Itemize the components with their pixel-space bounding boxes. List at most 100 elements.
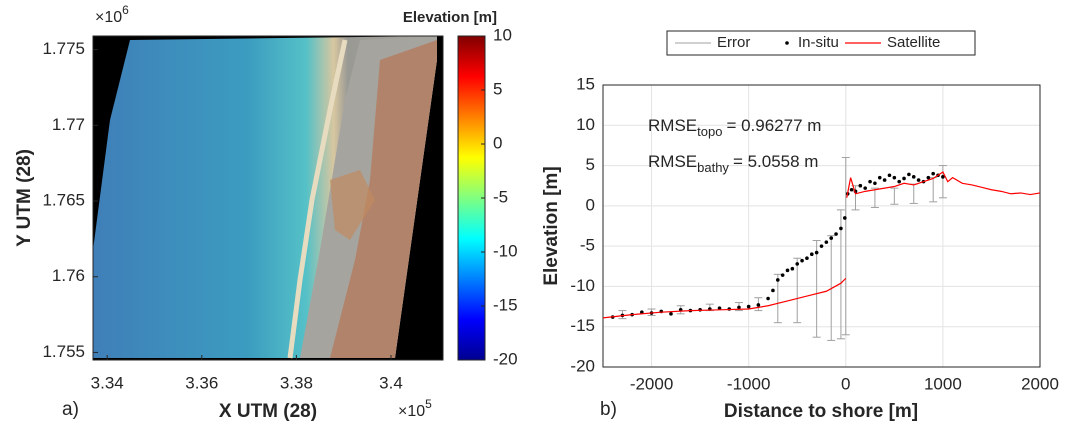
in-situ-point bbox=[829, 236, 834, 240]
x-tick-label: 0 bbox=[841, 374, 850, 393]
satellite-line bbox=[602, 277, 847, 319]
annotation-value: = 0.96277 m bbox=[726, 116, 821, 135]
legend-label: Satellite bbox=[887, 34, 940, 51]
map-dunes bbox=[330, 40, 437, 358]
y-tick-label: -10 bbox=[570, 276, 595, 295]
in-situ-point bbox=[737, 305, 741, 310]
in-situ-point bbox=[790, 266, 795, 271]
y-tick-label: 1.775 bbox=[42, 39, 85, 58]
y-tick-label: 5 bbox=[586, 155, 595, 174]
error-bar bbox=[929, 177, 938, 203]
annotation-text: RMSE bbox=[648, 152, 697, 171]
panel-label: a) bbox=[62, 399, 79, 420]
colorbar-tick-label: 10 bbox=[493, 25, 512, 44]
colorbar-tick-label: -15 bbox=[493, 295, 518, 314]
in-situ-point bbox=[877, 175, 882, 180]
in-situ-point bbox=[640, 310, 644, 315]
in-situ-point bbox=[756, 303, 761, 307]
x-axis-label: Distance to shore [m] bbox=[724, 401, 918, 422]
legend-label: In-situ bbox=[798, 34, 839, 51]
in-situ-point bbox=[771, 288, 775, 293]
x-tick-label: 3.4 bbox=[379, 373, 403, 392]
in-situ-point bbox=[868, 179, 872, 184]
error-bar bbox=[909, 183, 918, 204]
in-situ-point bbox=[780, 273, 785, 277]
in-situ-point bbox=[834, 232, 838, 236]
in-situ-point bbox=[887, 173, 892, 178]
y-tick-label: 15 bbox=[576, 74, 595, 93]
in-situ-point bbox=[911, 175, 916, 179]
y-axis-label: Elevation [m] bbox=[541, 166, 562, 285]
multiplier-base: ×10 bbox=[95, 9, 122, 26]
annotation-subscript: bathy bbox=[697, 160, 729, 175]
y-tick-label: 1.755 bbox=[42, 342, 85, 361]
error-bar bbox=[841, 157, 850, 336]
in-situ-point bbox=[926, 175, 931, 180]
plot-frame bbox=[602, 84, 1041, 368]
in-situ-point bbox=[776, 278, 780, 282]
in-situ-point bbox=[941, 175, 945, 179]
in-situ-point bbox=[809, 252, 814, 256]
satellite-line bbox=[846, 171, 1041, 198]
y-tick-label: -20 bbox=[570, 356, 595, 375]
annotation-subscript: topo bbox=[697, 124, 722, 139]
panel-label: b) bbox=[600, 399, 617, 420]
in-situ-point bbox=[902, 176, 906, 181]
in-situ-point bbox=[746, 304, 751, 309]
x-tick-label: 3.34 bbox=[91, 373, 124, 392]
error-bar bbox=[938, 165, 947, 199]
error-bar bbox=[890, 187, 899, 205]
x-tick-label: 2000 bbox=[1021, 374, 1059, 393]
x-tick-label: 3.36 bbox=[185, 373, 218, 392]
in-situ-point bbox=[916, 178, 921, 182]
x-tick-label: 3.38 bbox=[280, 373, 313, 392]
legend-label: Error bbox=[717, 34, 750, 51]
map-shoreline bbox=[287, 39, 348, 359]
x-axis-label: X UTM (28) bbox=[219, 401, 317, 422]
in-situ-point bbox=[819, 244, 824, 248]
in-situ-point bbox=[839, 226, 843, 231]
x-tick-label: -2000 bbox=[630, 374, 673, 393]
error-bar bbox=[773, 273, 782, 324]
colorbar-tick-label: -20 bbox=[493, 349, 518, 368]
in-situ-point bbox=[858, 183, 863, 188]
y-tick-label: 0 bbox=[586, 195, 595, 214]
colorbar-tick-label: -10 bbox=[493, 241, 518, 260]
colorbar-tick-label: 5 bbox=[493, 79, 502, 98]
in-situ-point bbox=[795, 262, 800, 266]
in-situ-point bbox=[805, 256, 809, 261]
y-tick-label: 1.765 bbox=[42, 191, 85, 210]
annotation-value: = 5.0558 m bbox=[733, 152, 819, 171]
in-situ-point bbox=[824, 240, 829, 244]
legend-symbol bbox=[785, 41, 789, 45]
y-tick-label: 1.77 bbox=[52, 115, 85, 134]
axis-multiplier: ×106 bbox=[95, 3, 129, 26]
in-situ-point bbox=[907, 172, 911, 177]
in-situ-point bbox=[873, 181, 877, 186]
in-situ-point bbox=[849, 187, 854, 192]
y-tick-label: 1.76 bbox=[52, 266, 85, 285]
in-situ-point bbox=[785, 268, 790, 273]
map-frame bbox=[92, 35, 444, 361]
in-situ-point bbox=[897, 179, 901, 184]
in-situ-point bbox=[882, 178, 887, 182]
rmse-annotation: RMSEbathy = 5.0558 m bbox=[648, 152, 818, 175]
in-situ-point bbox=[931, 171, 935, 176]
map-patch bbox=[330, 170, 375, 240]
axis-multiplier: ×105 bbox=[398, 397, 432, 420]
rmse-annotation: RMSEtopo = 0.96277 m bbox=[648, 116, 821, 139]
in-situ-point bbox=[766, 296, 770, 301]
multiplier-base: ×10 bbox=[398, 403, 425, 420]
in-situ-point bbox=[892, 175, 897, 180]
y-tick-label: 10 bbox=[576, 115, 595, 134]
y-tick-label: -15 bbox=[570, 316, 595, 335]
y-tick-label: -5 bbox=[580, 236, 595, 255]
multiplier-power: 5 bbox=[425, 397, 432, 411]
in-situ-point bbox=[843, 216, 847, 220]
in-situ-point bbox=[717, 306, 722, 310]
colorbar-tick-label: -5 bbox=[493, 187, 508, 206]
error-bar bbox=[793, 257, 802, 324]
error-bar bbox=[812, 240, 821, 338]
